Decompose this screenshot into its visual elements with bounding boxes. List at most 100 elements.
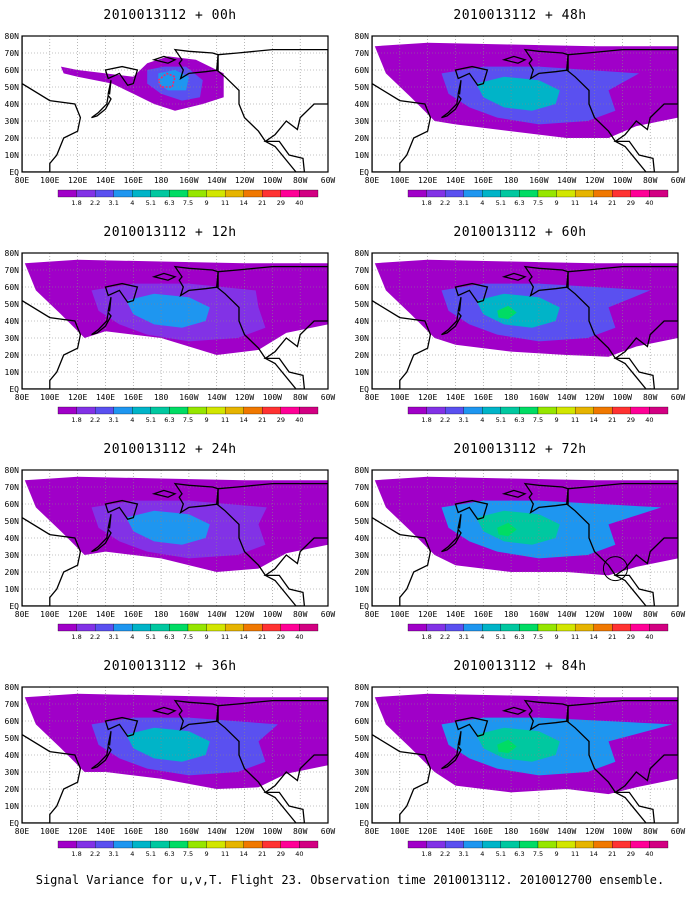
colorbar-label: 5.1 xyxy=(146,633,156,641)
colorbar-swatch xyxy=(407,406,427,415)
colorbar-swatch xyxy=(94,840,114,849)
lon-label: 160W xyxy=(179,393,198,402)
colorbar-swatch xyxy=(113,840,133,849)
colorbar-swatch xyxy=(407,840,427,849)
colorbar-swatch xyxy=(556,406,576,415)
colorbar-swatch xyxy=(76,623,96,632)
colorbar-swatch xyxy=(57,189,77,198)
colorbar-swatch xyxy=(556,623,576,632)
lat-label: 60N xyxy=(355,283,370,292)
colorbar-swatch xyxy=(206,189,226,198)
lat-label: 40N xyxy=(355,317,370,326)
colorbar-swatch xyxy=(94,406,114,415)
colorbar-label: 5.1 xyxy=(146,850,156,858)
lat-label: 70N xyxy=(355,266,370,275)
lon-label: 160E xyxy=(474,176,493,185)
lat-label: 70N xyxy=(5,483,20,492)
colorbar-swatch xyxy=(630,840,650,849)
colorbar-label: 1.8 xyxy=(421,633,431,641)
lat-label: 30N xyxy=(5,117,20,126)
colorbar-swatch xyxy=(649,840,669,849)
colorbar-swatch xyxy=(150,189,170,198)
colorbar-label: 29 xyxy=(277,850,285,858)
lat-label: EQ xyxy=(9,819,19,828)
colorbar-swatch xyxy=(57,406,77,415)
lat-label: 10N xyxy=(5,368,20,377)
colorbar-label: 11 xyxy=(571,416,579,424)
lat-label: 40N xyxy=(5,317,20,326)
colorbar-swatch xyxy=(649,406,669,415)
lon-label: 80W xyxy=(643,610,658,619)
lon-label: 100W xyxy=(613,610,632,619)
lat-label: 60N xyxy=(355,717,370,726)
map-frame xyxy=(371,469,679,607)
lat-label: 50N xyxy=(5,83,20,92)
coastline xyxy=(107,80,112,95)
panel-title: 2010013112 + 84h xyxy=(453,659,587,674)
lon-label: 120W xyxy=(585,827,604,836)
lat-label: EQ xyxy=(359,602,369,611)
colorbar-label: 1.8 xyxy=(71,199,81,207)
lon-label: 160W xyxy=(529,393,548,402)
colorbar-swatch xyxy=(407,189,427,198)
colorbar-swatch xyxy=(593,840,613,849)
colorbar-label: 4 xyxy=(130,199,134,207)
colorbar-swatch xyxy=(132,406,152,415)
colorbar-swatch xyxy=(407,623,427,632)
lon-label: 160W xyxy=(179,827,198,836)
lon-label: 140W xyxy=(207,610,226,619)
lat-label: 60N xyxy=(5,500,20,509)
colorbar-label: 40 xyxy=(295,416,303,424)
lat-label: 20N xyxy=(355,568,370,577)
colorbar-swatch xyxy=(519,406,539,415)
colorbar-swatch xyxy=(57,623,77,632)
colorbar-label: 14 xyxy=(240,416,248,424)
colorbar-swatch xyxy=(630,406,650,415)
map-frame xyxy=(371,35,679,173)
colorbar-label: 6.3 xyxy=(164,850,174,858)
coastline xyxy=(454,716,489,738)
lat-label: 70N xyxy=(355,483,370,492)
colorbar-label: 21 xyxy=(258,416,266,424)
colorbar-label: 2.2 xyxy=(90,850,100,858)
lat-label: EQ xyxy=(9,168,19,177)
colorbar-swatch xyxy=(243,840,263,849)
colorbar-swatch xyxy=(444,406,464,415)
colorbar-label: 5.1 xyxy=(496,416,506,424)
colorbar-label: 3.1 xyxy=(459,199,469,207)
coastline xyxy=(91,93,112,119)
lon-label: 80E xyxy=(365,393,380,402)
lon-label: 160W xyxy=(179,610,198,619)
colorbar-swatch xyxy=(612,623,632,632)
colorbar-label: 1.8 xyxy=(71,633,81,641)
lat-label: EQ xyxy=(359,819,369,828)
colorbar-label: 21 xyxy=(608,199,616,207)
lon-label: 140E xyxy=(96,610,115,619)
colorbar-swatch xyxy=(537,406,557,415)
lat-label: 40N xyxy=(5,100,20,109)
colorbar-label: 11 xyxy=(221,416,229,424)
colorbar-label: 29 xyxy=(627,633,635,641)
lon-label: 80W xyxy=(643,393,658,402)
coastline xyxy=(501,706,527,715)
coastline xyxy=(22,36,82,172)
colorbar-label: 29 xyxy=(627,416,635,424)
colorbar-swatch xyxy=(482,189,502,198)
colorbar-label: 11 xyxy=(221,199,229,207)
lon-label: 180 xyxy=(504,610,519,619)
map-panel: 2010013112 + 60h 80N 70N 60N 50N 40N 30N 20N 10N… xyxy=(350,225,690,437)
colorbar-label: 7.5 xyxy=(533,199,543,207)
colorbar-label: 7.5 xyxy=(183,850,193,858)
colorbar-swatch xyxy=(224,840,244,849)
lon-label: 100E xyxy=(390,176,409,185)
lon-label: 100E xyxy=(390,393,409,402)
colorbar-label: 11 xyxy=(571,199,579,207)
colorbar-label: 21 xyxy=(608,850,616,858)
lon-label: 140W xyxy=(207,393,226,402)
colorbar-swatch xyxy=(262,189,282,198)
lon-label: 140E xyxy=(96,176,115,185)
colorbar-label: 21 xyxy=(608,633,616,641)
colorbar-label: 5.1 xyxy=(146,416,156,424)
